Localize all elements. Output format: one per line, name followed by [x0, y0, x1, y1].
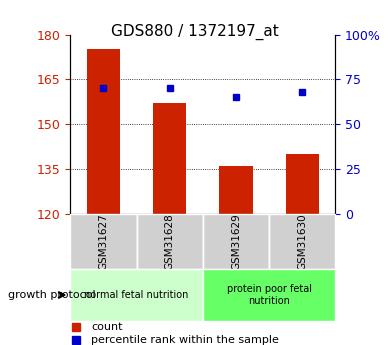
- Text: protein poor fetal
nutrition: protein poor fetal nutrition: [227, 284, 312, 306]
- Bar: [220, 166, 253, 214]
- Text: percentile rank within the sample: percentile rank within the sample: [92, 335, 279, 345]
- Text: GSM31629: GSM31629: [231, 213, 241, 270]
- Text: GDS880 / 1372197_at: GDS880 / 1372197_at: [111, 24, 279, 40]
- Text: growth protocol: growth protocol: [8, 290, 96, 300]
- Text: normal fetal nutrition: normal fetal nutrition: [84, 290, 189, 300]
- Text: GSM31627: GSM31627: [98, 213, 108, 270]
- Bar: [70, 269, 203, 321]
- Text: count: count: [92, 322, 123, 332]
- Bar: [153, 103, 186, 214]
- Bar: [203, 269, 335, 321]
- Bar: [136, 214, 203, 269]
- Bar: [70, 214, 136, 269]
- Bar: [87, 49, 120, 214]
- Bar: [286, 154, 319, 214]
- Text: GSM31630: GSM31630: [297, 213, 307, 270]
- Bar: [203, 214, 269, 269]
- Text: GSM31628: GSM31628: [165, 213, 175, 270]
- Bar: [269, 214, 335, 269]
